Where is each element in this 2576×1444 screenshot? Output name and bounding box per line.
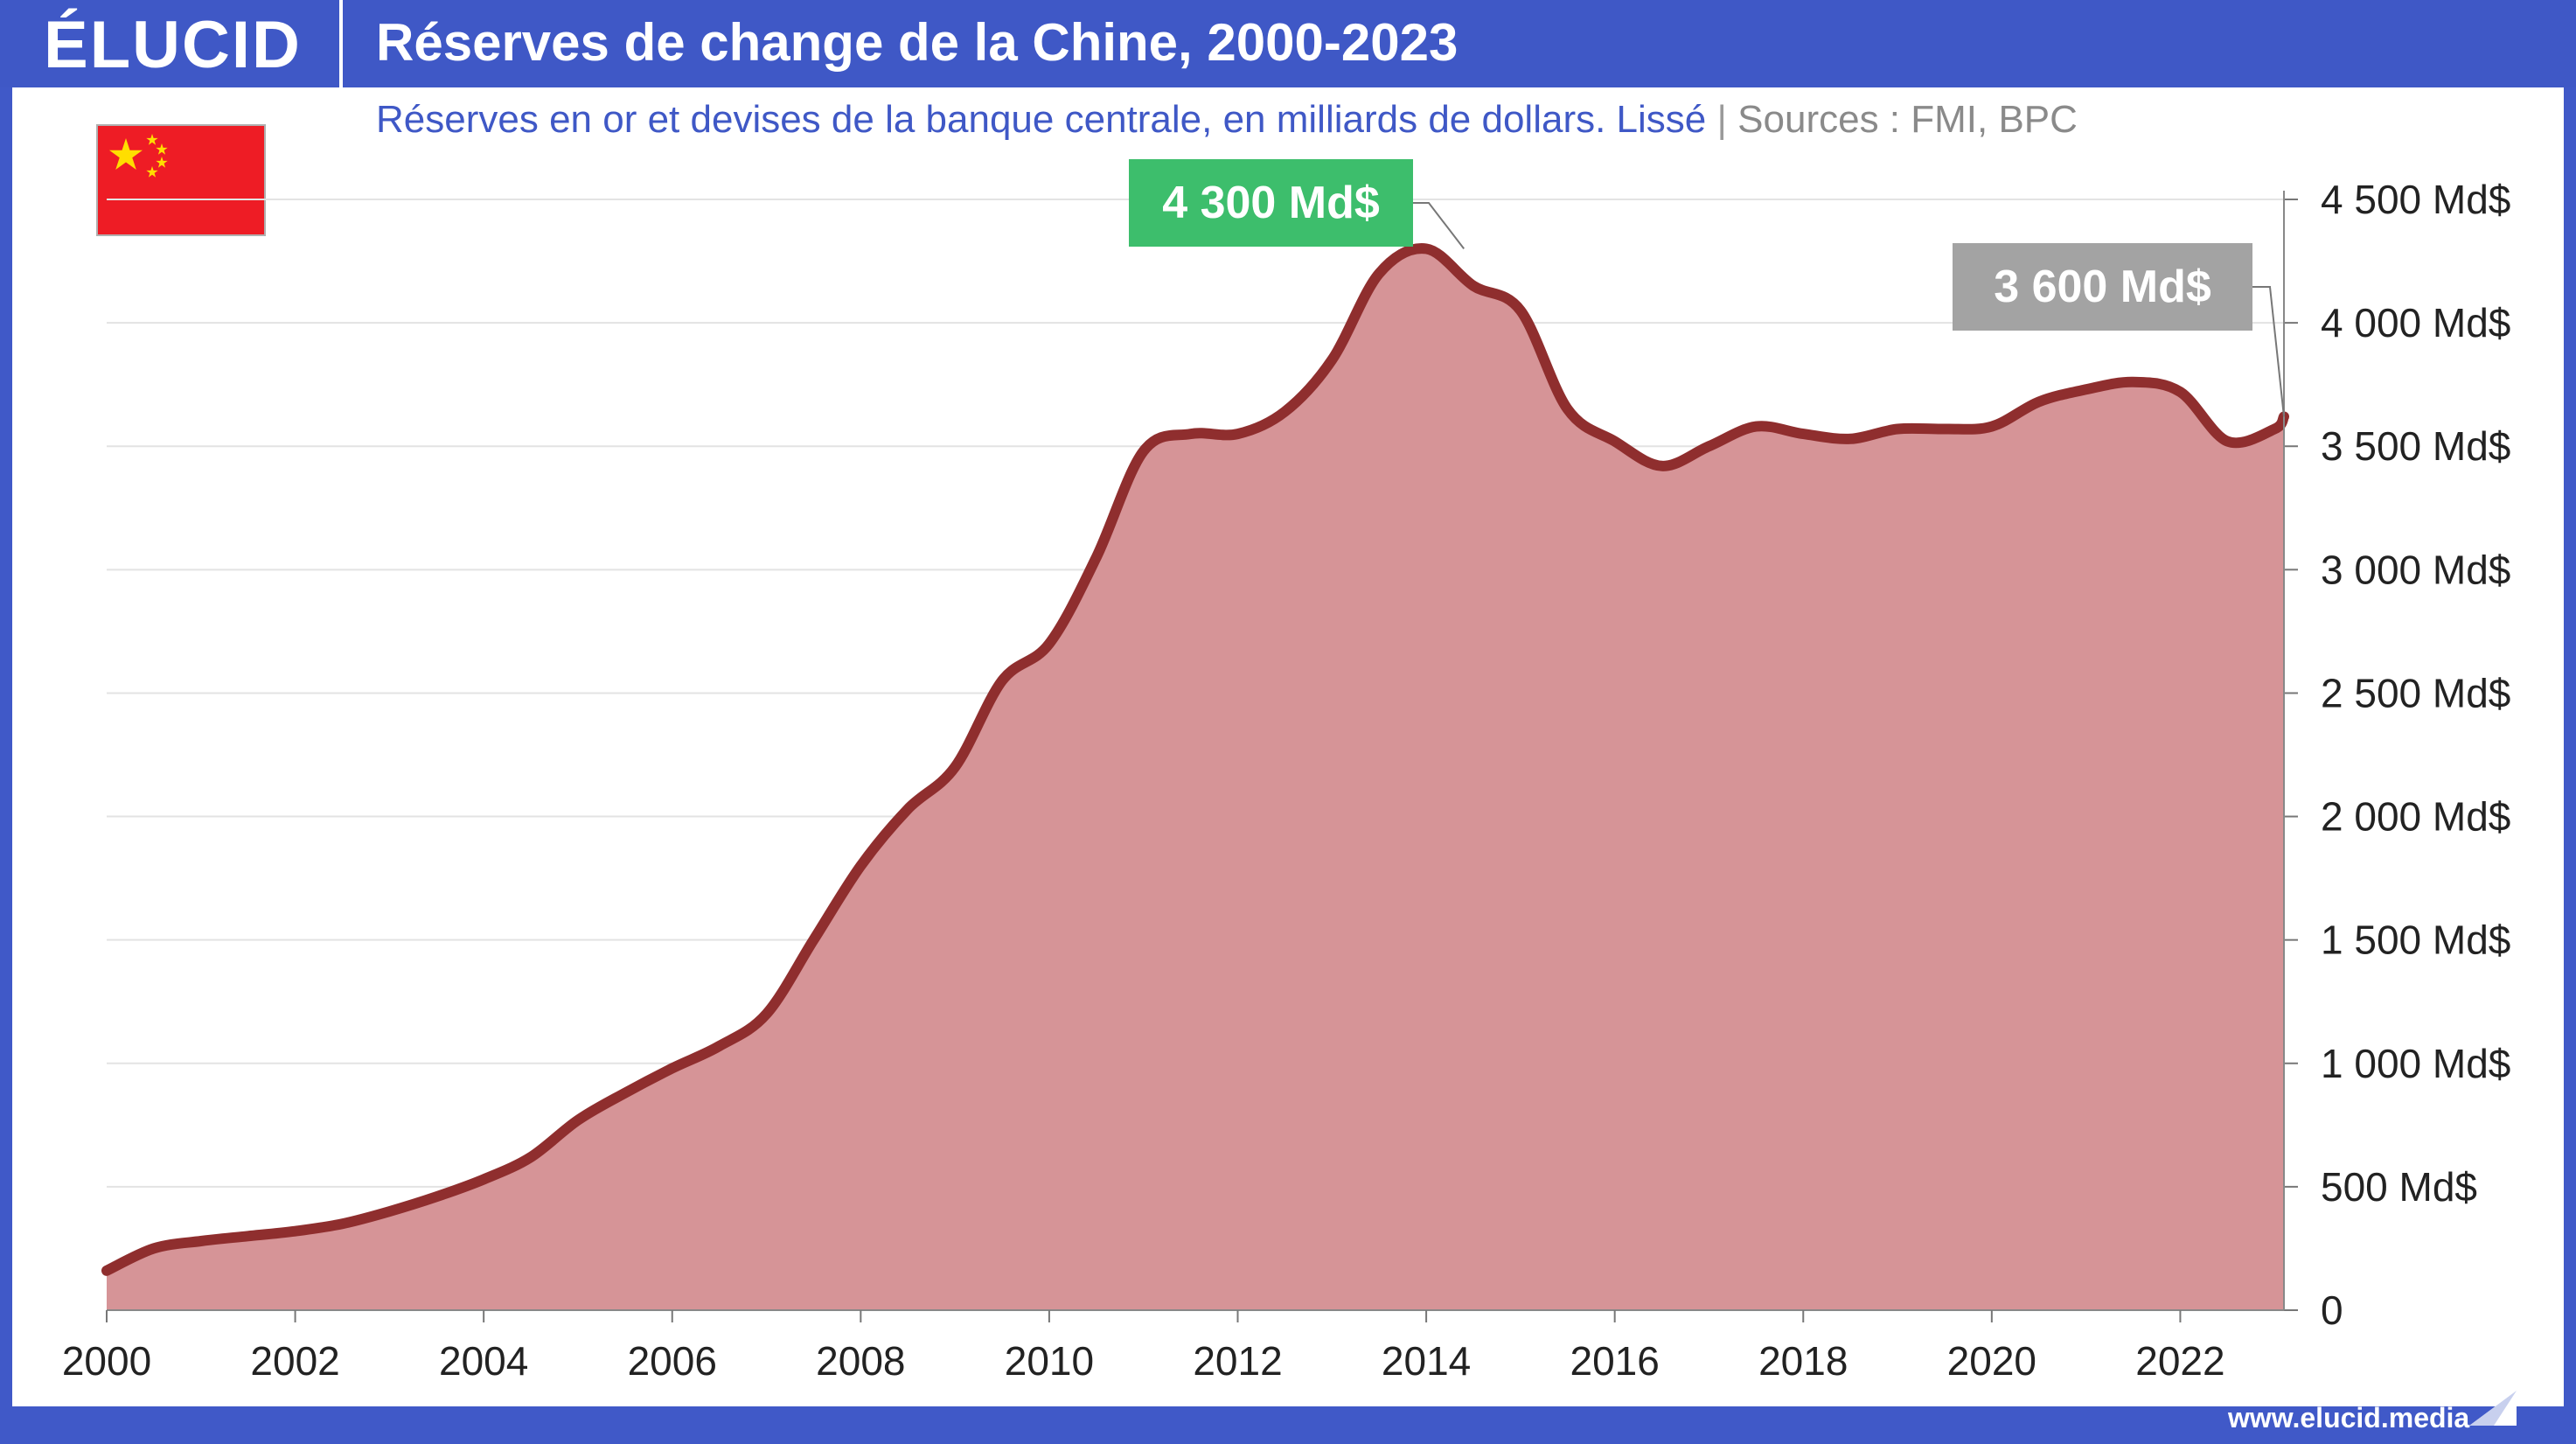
header-bar: ÉLUCID Réserves de change de la Chine, 2… — [0, 0, 2576, 87]
peak-callout-leader — [1413, 202, 1465, 250]
x-tick-label: 2008 — [816, 1338, 905, 1384]
reserves-area-fill — [107, 248, 2284, 1310]
x-tick-label: 2022 — [2135, 1338, 2224, 1384]
latest-value-callout: 3 600 Md$ — [1953, 243, 2252, 331]
small-star-icon — [156, 143, 168, 155]
latest-callout-leader — [2252, 286, 2285, 417]
big-star-icon — [109, 138, 143, 170]
y-tick-label: 0 — [2321, 1287, 2343, 1333]
china-flag-stars — [109, 134, 168, 178]
x-tick-label: 2010 — [1005, 1338, 1094, 1384]
x-tick-label: 2006 — [628, 1338, 717, 1384]
header-divider — [339, 0, 343, 87]
y-tick-label: 4 000 Md$ — [2321, 300, 2510, 345]
x-tick-label: 2014 — [1382, 1338, 1471, 1384]
china-flag-icon — [96, 124, 266, 236]
x-tick-label: 2004 — [439, 1338, 528, 1384]
x-tick-label: 2018 — [1758, 1338, 1848, 1384]
x-tick-label: 2020 — [1947, 1338, 2036, 1384]
x-tick-label: 2016 — [1570, 1338, 1660, 1384]
reserves-line — [101, 243, 2289, 1276]
y-tick-label: 3 000 Md$ — [2321, 547, 2510, 592]
subtitle-separator: | — [1716, 98, 1727, 141]
x-tick-label: 2002 — [250, 1338, 339, 1384]
elucid-logo[interactable]: ÉLUCID — [44, 8, 302, 82]
y-tick-label: 3 500 Md$ — [2321, 423, 2510, 469]
peak-value-callout: 4 300 Md$ — [1129, 159, 1413, 247]
elucid-mark-icon — [2469, 1391, 2517, 1426]
subtitle-sources: Sources : FMI, BPC — [1737, 98, 2078, 141]
small-star-icon — [146, 134, 158, 145]
y-tick-label: 1 000 Md$ — [2321, 1041, 2510, 1086]
subtitle-description: Réserves en or et devises de la banque c… — [376, 98, 1707, 141]
footer-url[interactable]: www.elucid.media — [2228, 1402, 2470, 1434]
small-star-icon — [146, 166, 158, 178]
y-tick-label: 4 500 Md$ — [2321, 177, 2510, 222]
y-tick-label: 1 500 Md$ — [2321, 917, 2510, 963]
small-star-icon — [156, 157, 168, 168]
x-tick-label: 2000 — [62, 1338, 151, 1384]
x-tick-label: 2012 — [1193, 1338, 1282, 1384]
chart-subtitle: Réserves en or et devises de la banque c… — [376, 98, 2078, 142]
y-tick-label: 2 000 Md$ — [2321, 794, 2510, 840]
y-tick-label: 2 500 Md$ — [2321, 670, 2510, 715]
chart-title: Réserves de change de la Chine, 2000-202… — [376, 13, 1459, 72]
y-tick-label: 500 Md$ — [2321, 1164, 2477, 1210]
